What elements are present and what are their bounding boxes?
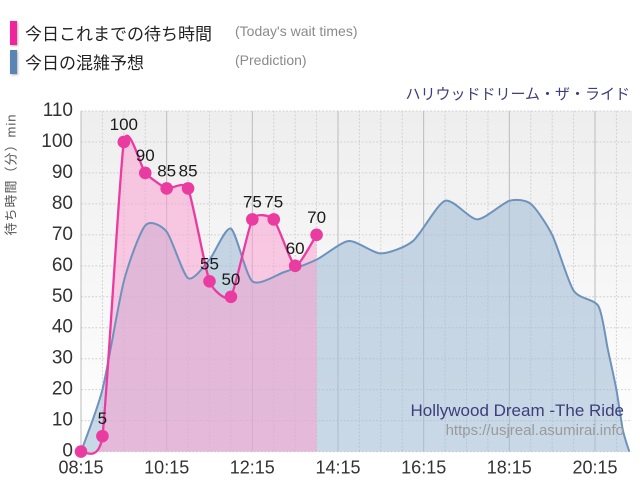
svg-text:85: 85: [179, 161, 198, 180]
svg-text:10: 10: [52, 410, 73, 431]
svg-text:80: 80: [52, 193, 73, 214]
svg-text:75: 75: [264, 192, 283, 211]
svg-text:20:15: 20:15: [572, 458, 617, 478]
svg-text:60: 60: [52, 255, 73, 276]
svg-text:40: 40: [52, 317, 73, 338]
svg-text:100: 100: [110, 115, 138, 134]
svg-text:110: 110: [43, 100, 73, 121]
svg-text:14:15: 14:15: [315, 458, 360, 478]
svg-text:100: 100: [41, 131, 73, 152]
svg-text:30: 30: [52, 348, 73, 369]
svg-text:12:15: 12:15: [230, 458, 275, 478]
svg-text:75: 75: [243, 192, 262, 211]
svg-text:5: 5: [98, 409, 107, 428]
svg-text:85: 85: [157, 161, 176, 180]
svg-text:90: 90: [136, 146, 155, 165]
svg-text:10:15: 10:15: [144, 458, 189, 478]
svg-text:18:15: 18:15: [487, 458, 532, 478]
svg-text:50: 50: [52, 286, 73, 307]
svg-text:08:15: 08:15: [58, 458, 103, 478]
svg-text:50: 50: [221, 270, 240, 289]
svg-text:60: 60: [286, 239, 305, 258]
svg-text:16:15: 16:15: [401, 458, 446, 478]
svg-text:55: 55: [200, 254, 219, 273]
svg-text:90: 90: [52, 162, 73, 183]
svg-text:20: 20: [52, 379, 73, 400]
svg-text:70: 70: [307, 208, 326, 227]
svg-text:70: 70: [52, 224, 73, 245]
